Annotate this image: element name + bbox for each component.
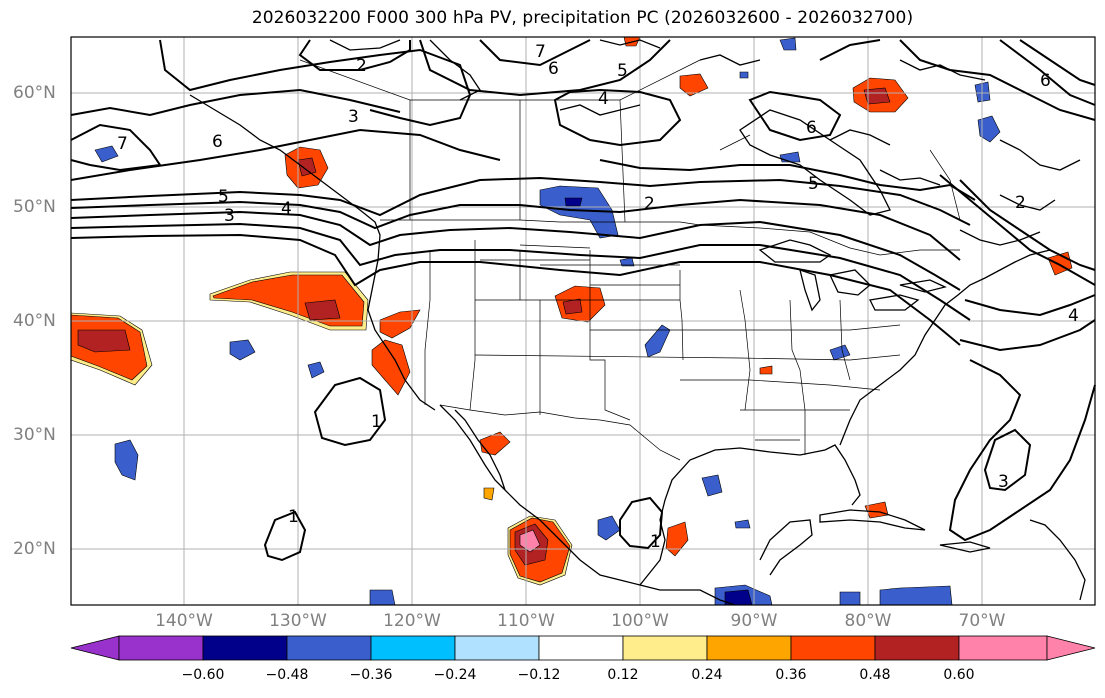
lon-tick-label: 120°W: [383, 611, 441, 631]
contour-labels: 2 3 7 6 5 3 4 6 5 4 7 6 2 5 6 2 4 3 1 1 …: [117, 42, 1079, 552]
contour-label: 6: [548, 59, 559, 79]
contour-label: 1: [371, 412, 382, 432]
contour-label: 4: [598, 89, 609, 109]
contour-label: 3: [224, 206, 235, 226]
contour-label: 5: [808, 174, 819, 194]
contour-label: 2: [1015, 193, 1026, 213]
contour-label: 7: [117, 134, 128, 154]
lon-tick-label: 70°W: [958, 611, 1006, 631]
lon-tick-label: 100°W: [611, 611, 669, 631]
colorbar-tick-label: −0.36: [349, 667, 393, 683]
colorbar-bin: [454, 635, 540, 661]
colorbar-max-extend: [1046, 635, 1096, 661]
contour-label: 7: [535, 42, 546, 62]
colorbar-bin: [538, 635, 624, 661]
contour-label: 1: [288, 507, 299, 527]
colorbar-tick-label: −0.60: [181, 667, 225, 683]
contour-label: 2: [644, 194, 655, 214]
contour-label: 6: [1040, 71, 1051, 91]
lon-tick-label: 130°W: [269, 611, 327, 631]
colorbar-bin: [370, 635, 456, 661]
coastlines: [189, 39, 1086, 606]
colorbar-tick-label: 0.24: [691, 667, 723, 683]
colorbar-bin: [622, 635, 708, 661]
colorbar-tick-label: 0.36: [775, 667, 807, 683]
contour-label: 4: [1068, 306, 1079, 326]
pv-contours: [70, 39, 1096, 562]
colorbar-bin: [790, 635, 876, 661]
colorbar-bin: [958, 635, 1048, 661]
contour-label: 4: [281, 199, 292, 219]
colorbar-bin: [874, 635, 960, 661]
colorbar-bin: [202, 635, 288, 661]
colorbar: [70, 635, 1096, 661]
lat-tick-label: 30°N: [13, 425, 56, 445]
contour-label: 3: [998, 472, 1009, 492]
precip-negative-dakota: [539, 185, 619, 239]
lat-tick-label: 60°N: [13, 83, 56, 103]
contour-label: 6: [806, 118, 817, 138]
colorbar-bin: [706, 635, 792, 661]
map-title: 2026032200 F000 300 hPa PV, precipitatio…: [251, 8, 914, 28]
colorbar-tick-label: −0.24: [433, 667, 477, 683]
graticule: [71, 37, 1095, 605]
colorbar-tick-label: −0.12: [517, 667, 561, 683]
colorbar-tick-label: 0.60: [943, 667, 975, 683]
lat-tick-label: 50°N: [13, 197, 56, 217]
contour-label: 5: [218, 187, 229, 207]
contour-label: 2: [356, 56, 367, 76]
precip-shading: [70, 36, 1073, 606]
lon-tick-label: 90°W: [730, 611, 778, 631]
contour-label: 3: [348, 107, 359, 127]
political-borders: [299, 59, 961, 461]
colorbar-tick-label: 0.48: [859, 667, 891, 683]
contour-label: 5: [617, 61, 628, 81]
contour-label: 1: [650, 532, 661, 552]
colorbar-tick-label: −0.48: [265, 667, 309, 683]
colorbar-bin: [118, 635, 204, 661]
colorbar-min-extend: [70, 635, 120, 661]
lon-tick-label: 80°W: [844, 611, 892, 631]
contour-label: 6: [212, 132, 223, 152]
lon-tick-label: 110°W: [497, 611, 555, 631]
lat-tick-label: 40°N: [13, 311, 56, 331]
colorbar-bin: [286, 635, 372, 661]
colorbar-tick-label: 0.12: [607, 667, 639, 683]
lat-tick-label: 20°N: [13, 539, 56, 559]
map-frame: [70, 36, 1096, 606]
lon-tick-label: 140°W: [155, 611, 213, 631]
